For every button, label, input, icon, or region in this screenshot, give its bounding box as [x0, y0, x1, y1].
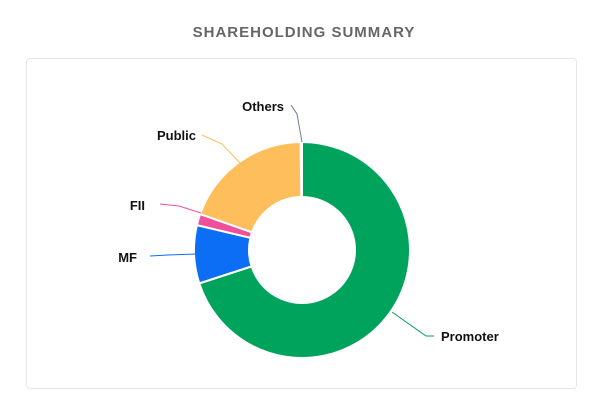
chart-title: SHAREHOLDING SUMMARY [192, 24, 416, 41]
label-public: Public [157, 128, 196, 143]
label-mf: MF [118, 250, 137, 265]
leader-line-others [290, 104, 303, 143]
leader-line-public [201, 134, 241, 164]
leader-line-mf [149, 253, 197, 257]
leader-line-fii [159, 203, 202, 214]
label-promoter: Promoter [441, 329, 499, 344]
slice-public[interactable] [199, 141, 303, 234]
label-fii: FII [130, 198, 145, 213]
label-others: Others [242, 99, 284, 114]
slice-promoter[interactable] [198, 141, 411, 359]
slice-others[interactable] [299, 141, 303, 199]
leader-line-promoter [391, 311, 434, 337]
